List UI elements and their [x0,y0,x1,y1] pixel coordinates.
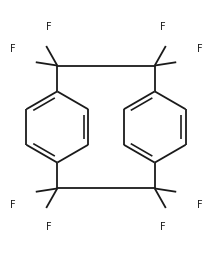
Text: F: F [160,22,166,31]
Text: F: F [160,223,166,232]
Text: F: F [197,200,202,211]
Text: F: F [46,223,52,232]
Text: F: F [46,22,52,31]
Text: F: F [10,43,15,54]
Text: F: F [10,200,15,211]
Text: F: F [197,43,202,54]
